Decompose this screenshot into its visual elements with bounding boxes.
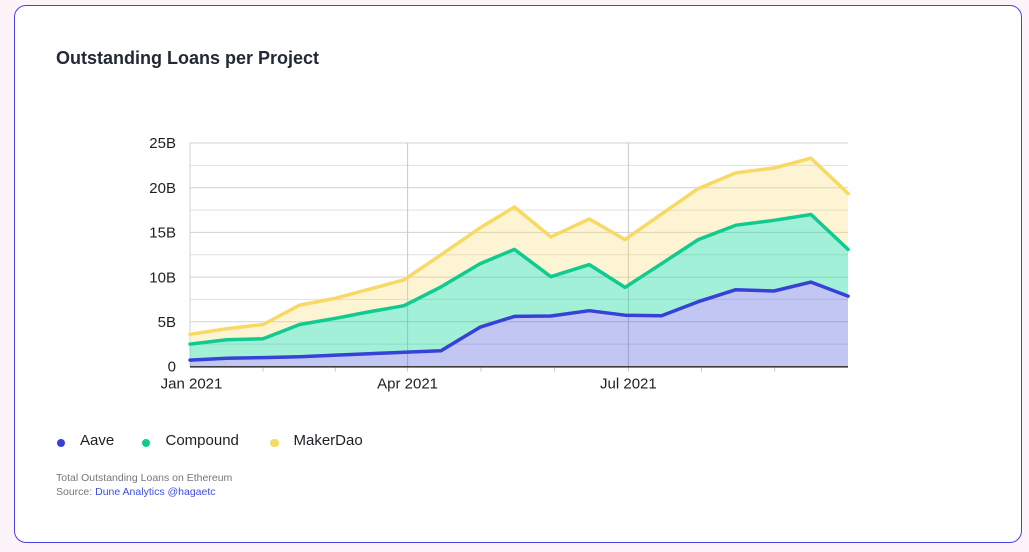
svg-text:25B: 25B <box>149 135 176 152</box>
svg-text:Apr 2021: Apr 2021 <box>377 376 438 393</box>
svg-text:15B: 15B <box>149 225 176 242</box>
svg-text:5B: 5B <box>158 314 176 331</box>
svg-text:Jul 2021: Jul 2021 <box>600 376 657 393</box>
svg-text:10B: 10B <box>149 269 176 286</box>
svg-text:Jan 2021: Jan 2021 <box>161 376 223 393</box>
svg-text:20B: 20B <box>149 180 176 197</box>
svg-text:0: 0 <box>168 359 176 376</box>
